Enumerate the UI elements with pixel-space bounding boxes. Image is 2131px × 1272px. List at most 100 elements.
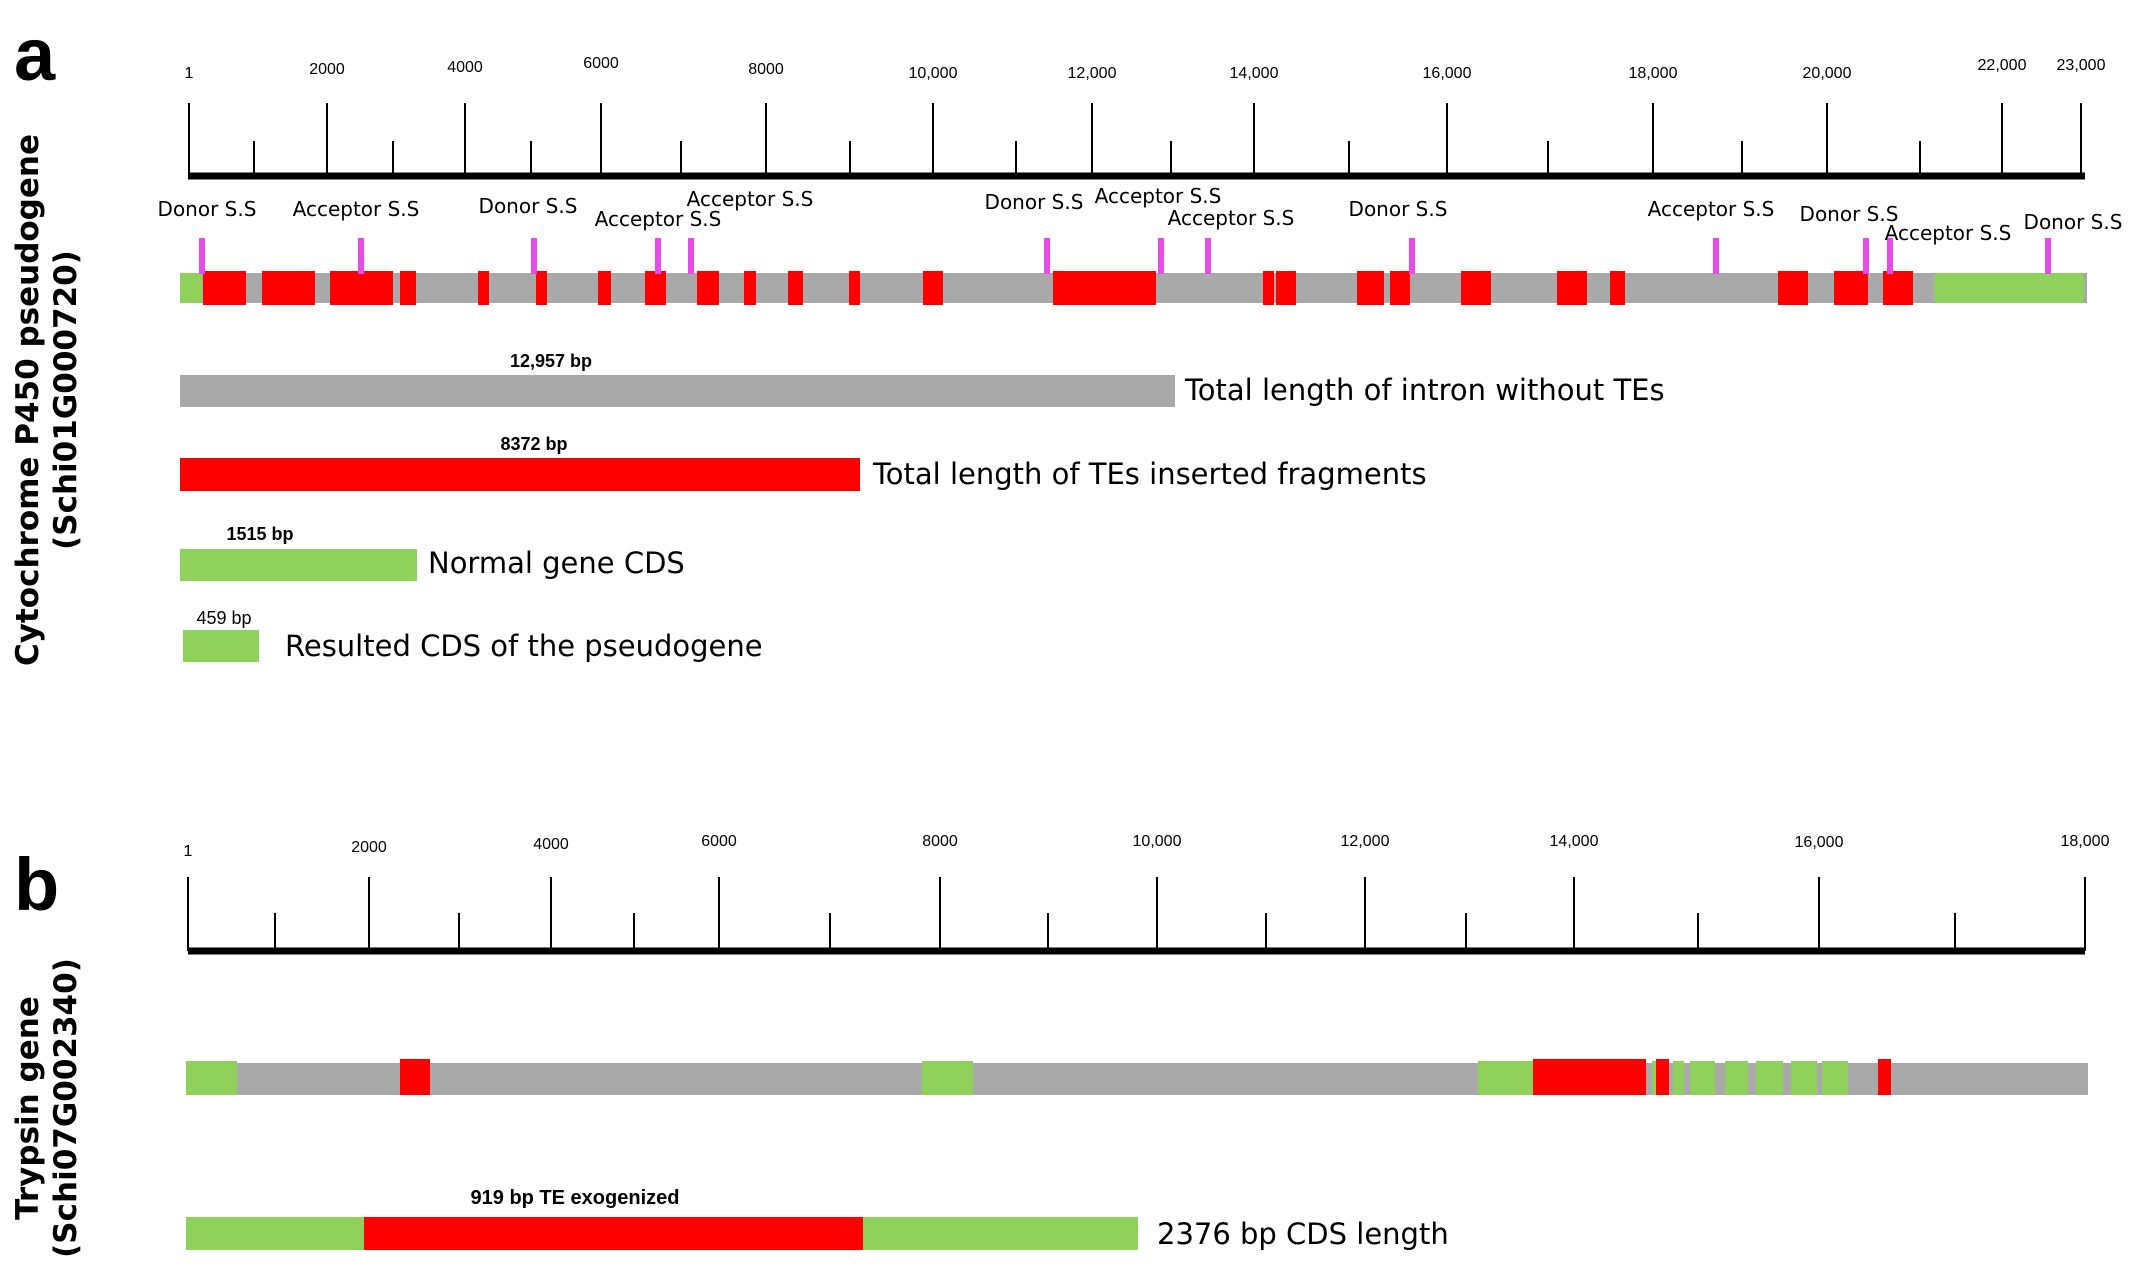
- ruler-a-label: 6000: [583, 55, 619, 72]
- cds-bar-te-exogenized: [364, 1217, 863, 1250]
- ruler-a-label: 10,000: [909, 65, 958, 82]
- ruler-a-label: 4000: [447, 59, 483, 76]
- gene-a-te-fragment: [203, 271, 246, 305]
- gene-b-exon: [1673, 1061, 1684, 1095]
- splice-site-label: Acceptor S.S: [595, 207, 722, 231]
- splice-site-label: Donor S.S: [1800, 202, 1899, 226]
- panel-b: 1 2000 4000 6000 8000 10,000 12,000 14,000 16,00…: [184, 833, 2110, 1251]
- gene-b-exon: [1478, 1061, 1533, 1095]
- gene-a-exon: [180, 273, 202, 303]
- splice-site-marker: [531, 238, 537, 274]
- cds-bar-label: 2376 bp CDS length: [1157, 1217, 1449, 1251]
- gene-a-te-fragment: [400, 271, 416, 305]
- gene-b-exon: [922, 1061, 973, 1095]
- summary-bar-2: [180, 458, 860, 491]
- summary-label-3: Normal gene CDS: [428, 546, 685, 580]
- gene-a-te-fragment: [1390, 271, 1410, 305]
- splice-site-label: Acceptor S.S: [1648, 197, 1775, 221]
- splice-site-label: Acceptor S.S: [1095, 184, 1222, 208]
- summary-bar-3: [180, 549, 417, 581]
- gene-a-te-fragment: [330, 271, 393, 305]
- gene-a-exon: [1934, 273, 2084, 303]
- splice-site-marker: [1713, 238, 1719, 274]
- summary-value-1: 12,957 bp: [510, 351, 592, 371]
- gene-a-te-fragment: [1610, 271, 1625, 305]
- ruler-a-label: 22,000: [1978, 57, 2027, 74]
- ruler-a-label: 16,000: [1423, 65, 1472, 82]
- gene-a-te-fragment: [1053, 271, 1156, 305]
- gene-b-exon: [186, 1061, 237, 1095]
- splice-site-marker: [688, 238, 694, 274]
- ruler-b-label: 8000: [922, 833, 958, 850]
- gene-a-te-fragment: [744, 271, 756, 305]
- splice-site-label: Acceptor S.S: [687, 187, 814, 211]
- gene-a-te-fragment: [849, 271, 860, 305]
- summary-label-1: Total length of intron without TEs: [1184, 373, 1665, 407]
- gene-a-te-fragment: [1778, 271, 1808, 305]
- splice-site-marker: [1205, 238, 1211, 274]
- summary-value-2: 8372 bp: [500, 434, 567, 454]
- gene-a-te-fragment: [1557, 271, 1587, 305]
- ruler-a-label: 23,000: [2057, 57, 2106, 74]
- splice-site-label: Donor S.S: [2024, 210, 2123, 234]
- splice-site-marker: [199, 238, 205, 274]
- ruler-a-label: 14,000: [1230, 65, 1279, 82]
- splice-site-marker: [655, 238, 661, 274]
- splice-site-label: Donor S.S: [479, 194, 578, 218]
- splice-site-label: Donor S.S: [985, 190, 1084, 214]
- splice-site-marker: [358, 238, 364, 274]
- gene-b-te-fragment: [1878, 1059, 1891, 1095]
- gene-a-te-fragment: [697, 271, 719, 305]
- gene-a-te-fragment: [1461, 271, 1491, 305]
- gene-a-te-fragment: [788, 271, 803, 305]
- gene-a-te-fragment: [262, 271, 315, 305]
- summary-label-4: Resulted CDS of the pseudogene: [285, 629, 763, 663]
- ruler-b-label: 18,000: [2061, 833, 2110, 850]
- gene-b-exon: [1822, 1061, 1848, 1095]
- ruler-b-label: 6000: [701, 833, 737, 850]
- gene-b-exon: [1690, 1061, 1715, 1095]
- panel-b-letter: b: [14, 843, 60, 926]
- panel-a-letter: a: [14, 13, 56, 96]
- ruler-a-label: 18,000: [1629, 65, 1678, 82]
- ruler-b-label: 1: [184, 843, 193, 860]
- splice-site-marker: [1409, 238, 1415, 274]
- gene-a-te-fragment: [1883, 271, 1913, 305]
- gene-b-exon: [1725, 1061, 1748, 1095]
- summary-bar-4: [183, 630, 259, 662]
- splice-site-label: Acceptor S.S: [1885, 221, 2012, 245]
- gene-b-exon: [1791, 1061, 1817, 1095]
- gene-a-te-fragment: [536, 271, 547, 305]
- ruler-b-label: 2000: [351, 839, 387, 856]
- splice-site-marker: [1158, 238, 1164, 274]
- ruler-a-label: 1: [185, 65, 194, 82]
- gene-b-te-fragment: [400, 1059, 430, 1095]
- gene-b-te-fragment: [1656, 1059, 1669, 1095]
- ruler-a-label: 20,000: [1803, 65, 1852, 82]
- ruler-a-label: 12,000: [1068, 65, 1117, 82]
- summary-bar-1: [180, 375, 1175, 407]
- ruler-b-label: 12,000: [1341, 833, 1390, 850]
- gene-a-te-fragment: [598, 271, 611, 305]
- cds-bar-title: 919 bp TE exogenized: [471, 1187, 680, 1209]
- summary-value-3: 1515 bp: [226, 524, 293, 544]
- gene-a-te-fragment: [478, 271, 489, 305]
- ruler-a-label: 2000: [309, 61, 345, 78]
- splice-site-marker: [1863, 238, 1869, 274]
- splice-site-label: Acceptor S.S: [1168, 206, 1295, 230]
- gene-b-exon: [1756, 1061, 1783, 1095]
- ruler-b-label: 10,000: [1133, 833, 1182, 850]
- gene-b-te-fragment: [1533, 1059, 1646, 1095]
- splice-site-marker: [1044, 238, 1050, 274]
- gene-a-te-fragment: [1263, 271, 1274, 305]
- gene-a-te-fragment: [1357, 271, 1384, 305]
- gene-a-te-fragment: [1276, 271, 1296, 305]
- ruler-b-label: 16,000: [1795, 834, 1844, 851]
- splice-site-label: Donor S.S: [158, 197, 257, 221]
- gene-a-te-fragment: [923, 271, 943, 305]
- panel-a: 1 2000 4000 6000 8000 10,000 12,000 14,000 16,00…: [158, 55, 2123, 663]
- splice-site-marker: [2045, 238, 2051, 274]
- summary-label-2: Total length of TEs inserted fragments: [872, 457, 1427, 491]
- splice-site-label: Donor S.S: [1349, 197, 1448, 221]
